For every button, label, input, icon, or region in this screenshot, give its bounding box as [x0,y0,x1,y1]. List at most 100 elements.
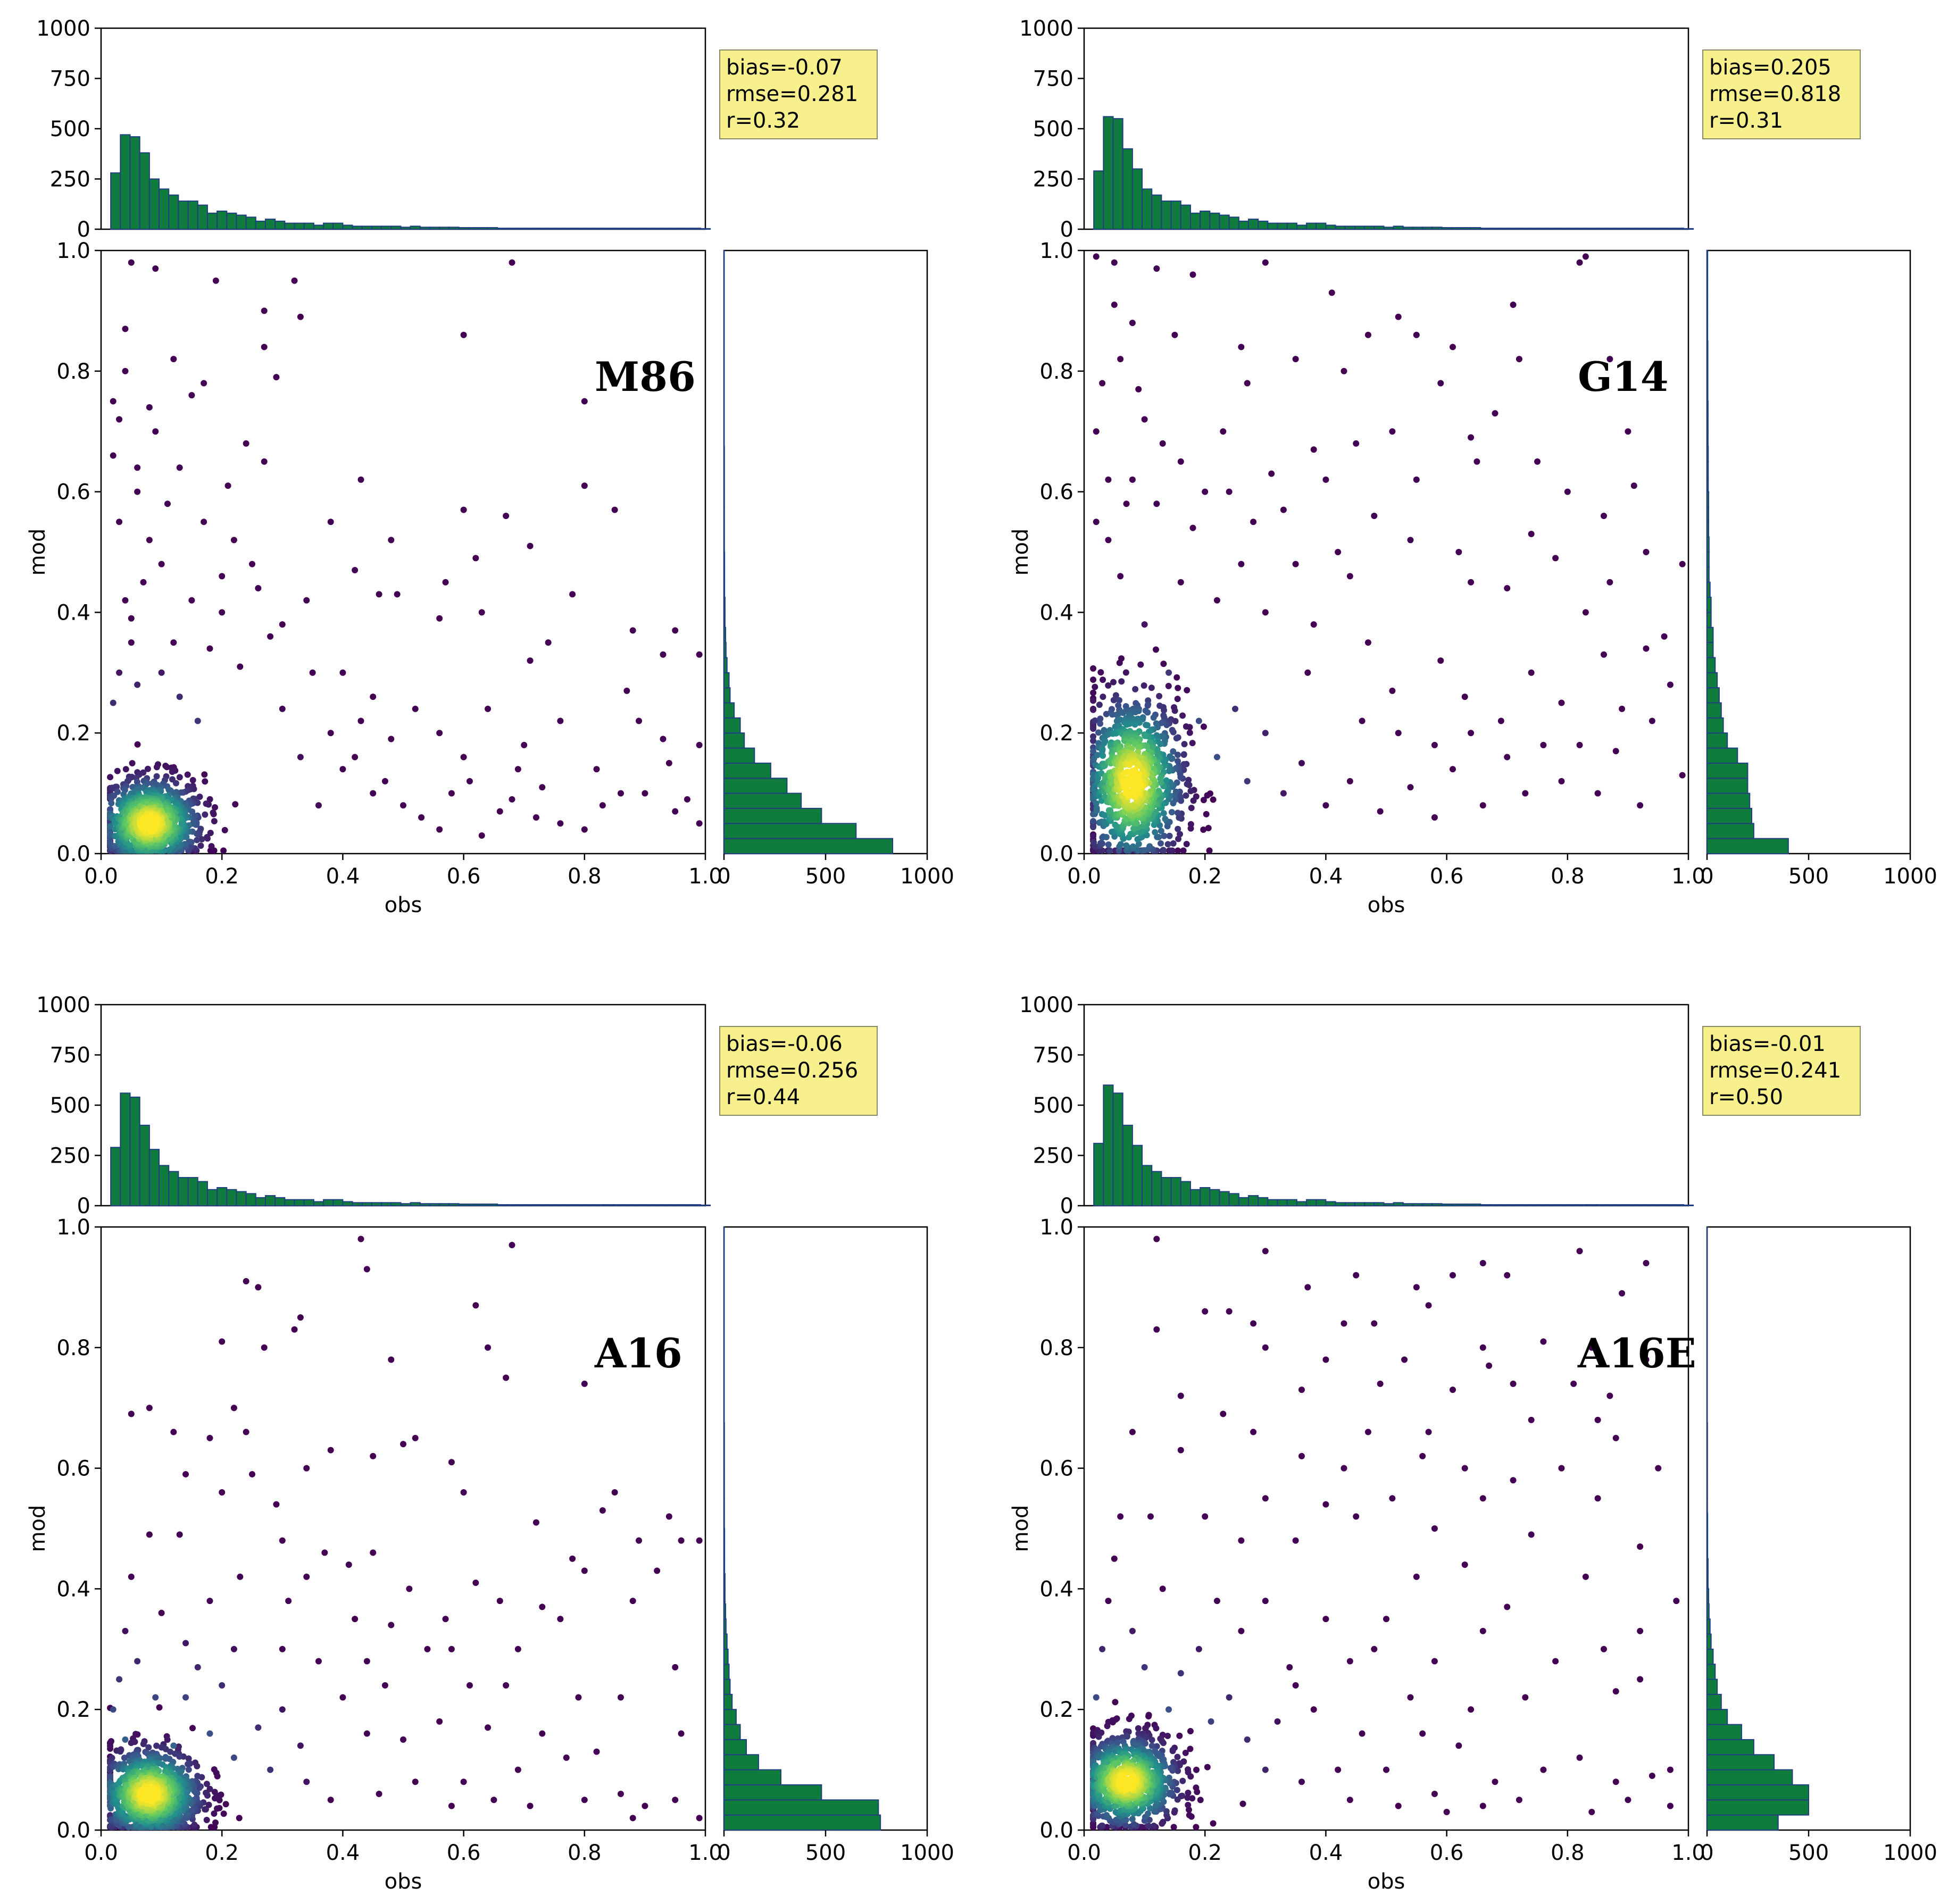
top-hist-bar [1306,222,1317,230]
scatter-point [1310,1706,1317,1713]
scatter-point [503,1682,510,1689]
top-hist-bar [564,228,576,230]
scatter-point [170,356,177,363]
right-hist-bar [1706,762,1749,779]
scatter-point [1099,380,1106,387]
scatter-point [472,555,479,562]
core-point [1090,677,1097,683]
core-point [1239,1800,1246,1807]
scatter-point [1238,344,1245,350]
core-point [1096,702,1103,708]
core-point [114,767,121,774]
core-point [107,823,114,830]
core-point [1090,697,1097,704]
top-hist-bar [632,1204,643,1206]
core-point [1118,678,1125,685]
top-hist-bar [1470,227,1481,230]
scatter-point [128,1573,135,1580]
scatter-point [1093,519,1100,525]
scatter-point [1479,1344,1486,1351]
scatter-point [1679,561,1686,567]
right-hist-bar [723,1467,725,1484]
core-point [198,836,205,842]
right-hist-bar [723,717,741,734]
core-point [134,741,141,748]
y-tick-label: 0.0 [56,1818,90,1843]
top-hist-bar [1393,1202,1404,1206]
x-tick-label: 0.4 [1309,864,1343,889]
scatter-point [1395,730,1402,737]
scatter-point [1147,1513,1154,1520]
right-hist-bar [1706,778,1749,794]
core-point [1173,735,1180,742]
right-hist-bar [723,1498,725,1514]
scatter-point [1643,1260,1650,1267]
scatter-point [696,651,703,658]
scatter-point [1153,1235,1160,1242]
scatter-point [249,561,255,567]
scatter-point [1322,1356,1329,1363]
core-point [1189,740,1196,747]
core-point [1116,659,1123,666]
core-point [108,800,115,807]
scatter-point [1389,1495,1396,1502]
core-point [1177,831,1184,838]
scatter-point [1540,1766,1547,1773]
stats-bias: bias=0.205 [1709,55,1832,80]
right-hist-bar [723,1528,726,1544]
scatter-point [1600,1646,1607,1652]
right-hist-bar [1706,446,1709,462]
scatter-point [1625,428,1631,435]
scatter-point [660,736,667,742]
scatter-point [509,1242,515,1249]
top-hist-bar [1480,1204,1491,1206]
core-point [1090,839,1097,846]
top-hist-bar [535,228,547,230]
scatter-point [1213,754,1220,761]
scatter-point [1443,1808,1450,1815]
top-hist-bar [613,1204,624,1206]
x-tick-label: 0.0 [84,1841,118,1865]
scatter-point [1129,320,1136,327]
scatter-point [569,591,576,598]
top-hist-bar [1654,228,1665,230]
right-hist-bar [723,1437,725,1454]
scatter-point [1371,1646,1378,1652]
scatter-point [370,1549,377,1556]
top-hist-bar [332,1199,344,1207]
top-hist-bar [1296,1201,1308,1207]
right-hist-bar [723,687,731,704]
stats-bias: bias=-0.06 [726,1032,843,1056]
scatter-point [1637,1543,1644,1550]
right-hist-bar [1706,1633,1712,1650]
scatter-point [1232,705,1238,712]
x-tick-label: 0.2 [205,864,239,889]
top-hist-bar [342,1201,353,1207]
scatter-point [388,537,395,544]
y-tick-label: 0.8 [56,360,90,384]
core-point [1100,694,1106,700]
scatter-point [1129,476,1136,483]
right-hist-bar [723,536,725,553]
core-point [1115,697,1122,704]
right-hist-bar [1706,1784,1809,1801]
core-point [113,783,120,790]
right-hist-bar [723,1799,879,1816]
top-hist-bar [1373,1202,1385,1206]
scatter-point [327,730,334,737]
top-hist-bar [506,228,518,230]
model-label: A16 [594,1330,682,1377]
top-hist-bar [1112,1092,1123,1206]
top-hist-bar [526,1204,537,1206]
top-hist-bar [1161,1177,1172,1206]
core-point [164,1736,171,1743]
right-hist-frame [1706,249,1911,855]
scatter-point [1667,1802,1674,1809]
scatter-point [1310,621,1317,628]
top-hist-bar [1557,1204,1568,1206]
scatter-point [448,790,455,797]
right-hist-bar [723,491,725,507]
